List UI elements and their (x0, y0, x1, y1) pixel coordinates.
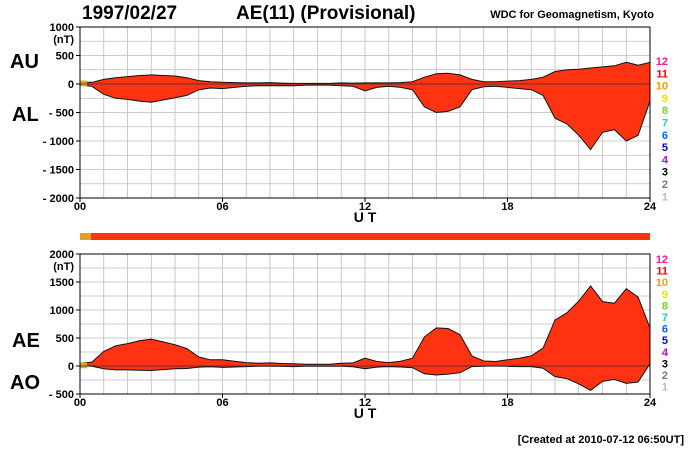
y-unit-label: (nT) (53, 261, 74, 273)
y-tick-label: - 2000 (43, 193, 74, 205)
au-label: AU (10, 51, 39, 73)
series-area-ae-ao (80, 285, 650, 391)
created-timestamp: [Created at 2010-07-12 06:50UT] (517, 434, 684, 446)
y-tick-label: 500 (56, 51, 74, 63)
x-tick-label: 24 (644, 397, 657, 409)
series-line-ae (79, 285, 651, 365)
x-tick-label: 06 (216, 397, 228, 409)
series-line-ao (79, 363, 651, 391)
x-axis-label: U T (354, 405, 377, 421)
legend-level-label: 12 (656, 254, 668, 266)
y-tick-label: 0 (68, 361, 74, 373)
legend-level-label: 12 (656, 56, 668, 68)
legend-level-label: 5 (662, 335, 668, 347)
y-tick-label: 1500 (50, 277, 74, 289)
index-title: AE(11) (Provisional) (236, 3, 416, 24)
x-tick-label: 18 (501, 201, 513, 213)
legend-level-label: 10 (656, 81, 668, 93)
legend-level-label: 11 (656, 266, 668, 278)
x-tick-label: 12 (359, 201, 371, 213)
legend-level-label: 3 (662, 358, 668, 370)
start-marker (80, 362, 88, 369)
legend-level-label: 1 (662, 382, 668, 394)
legend-level-label: 8 (662, 105, 668, 117)
top-panel: 1000 500 0 - 500 - 1000 - 1500 - 2000 (nT) 00 06 1… (43, 22, 669, 225)
y-tick-label: - 1000 (43, 136, 74, 148)
activity-bar (80, 233, 650, 240)
x-tick-label: 00 (74, 201, 86, 213)
y-tick-label: - 1500 (43, 165, 74, 177)
y-tick-label: 0 (68, 79, 74, 91)
legend-level-label: 7 (662, 312, 668, 324)
y-tick-label: - 500 (49, 108, 74, 120)
x-axis-label: U T (354, 209, 377, 225)
legend-level-label: 6 (662, 130, 668, 142)
legend-level-label: 9 (662, 289, 668, 301)
series-line-au (80, 61, 651, 84)
x-tick-label: 12 (359, 397, 371, 409)
ae-label: AE (12, 330, 40, 352)
x-tick-label: 18 (501, 397, 513, 409)
x-tick-label: 06 (216, 201, 228, 213)
legend-level-label: 11 (656, 68, 668, 80)
series-line-al (79, 84, 651, 151)
legend-level-label: 2 (662, 179, 668, 191)
legend-level-label: 2 (662, 370, 668, 382)
y-tick-label: 1000 (50, 305, 74, 317)
legend-level-label: 4 (662, 154, 669, 166)
legend-level-label: 1 (662, 191, 668, 203)
legend-level-label: 7 (662, 118, 668, 130)
x-tick-label: 00 (74, 397, 86, 409)
legend-level-label: 3 (662, 167, 668, 179)
ao-label: AO (10, 372, 40, 394)
al-label: AL (12, 104, 39, 126)
source-label: WDC for Geomagnetism, Kyoto (490, 9, 654, 21)
start-marker (80, 80, 88, 87)
y-tick-label: - 500 (49, 389, 74, 401)
y-tick-label: 2000 (50, 249, 74, 261)
legend-level-label: 10 (656, 277, 668, 289)
activity-bar-start (80, 233, 91, 240)
legend-level-label: 6 (662, 324, 668, 336)
legend-level-label: 8 (662, 300, 668, 312)
x-tick-label: 24 (644, 201, 657, 213)
date-title: 1997/02/27 (82, 3, 178, 24)
legend-level-label: 5 (662, 142, 668, 154)
y-unit-label: (nT) (53, 34, 74, 46)
legend-level-label: 4 (662, 347, 669, 359)
y-tick-label: 1000 (50, 22, 74, 34)
legend-level-label: 9 (662, 93, 668, 105)
y-tick-label: 500 (56, 333, 74, 345)
